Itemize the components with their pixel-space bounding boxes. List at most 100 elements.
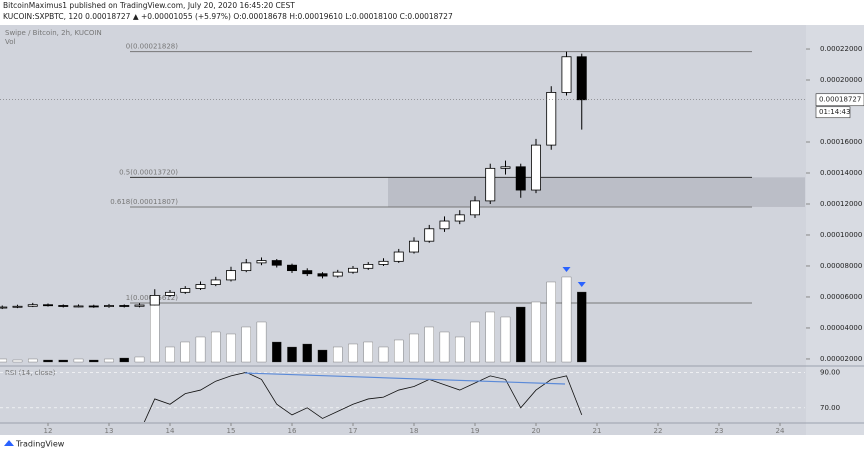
volume-bar — [12, 359, 23, 363]
symbol-line: KUCOIN:SXPBTC, 120 0.00018727 ▲ +0.00001… — [3, 12, 453, 21]
candle-body — [393, 251, 404, 262]
x-tick-label: 17 — [349, 427, 358, 435]
volume-bar — [439, 331, 450, 363]
x-tick-label: 19 — [471, 427, 480, 435]
candle-body — [195, 284, 206, 289]
x-tick-label: 24 — [776, 427, 785, 435]
candle-body — [104, 305, 114, 307]
volume-bar — [211, 331, 221, 363]
x-tick-label: 12 — [44, 427, 53, 435]
volume-bar — [394, 339, 404, 363]
volume-bar — [150, 301, 160, 363]
rsi-pane — [143, 371, 583, 422]
y-tick-label: 0.00016000 — [820, 138, 862, 146]
volume-bar — [119, 357, 129, 363]
volume-bar — [485, 311, 495, 363]
candle-body — [0, 306, 8, 309]
y-tick-label: 0.00002000 — [820, 355, 862, 363]
candle-body — [256, 260, 267, 264]
volume-bar — [226, 333, 236, 363]
y-tick-label: 0.00006000 — [820, 293, 862, 301]
candle-body — [485, 167, 496, 202]
x-tick-label: 21 — [593, 427, 602, 435]
volume-bar — [424, 326, 434, 363]
volume-bar — [546, 281, 556, 363]
divergence-line — [244, 372, 566, 385]
candle-body — [287, 264, 297, 272]
candle-body — [332, 271, 343, 277]
y-tick-label: 0.00008000 — [820, 262, 862, 270]
volume-bar — [378, 346, 389, 363]
candle-body — [241, 262, 252, 272]
volume-bar — [333, 346, 343, 363]
candle-body — [500, 166, 511, 169]
volume-bar — [272, 341, 282, 363]
candle-body — [576, 56, 587, 101]
last-price-box — [815, 93, 864, 107]
volume-bar — [409, 333, 419, 363]
volume-bar — [470, 321, 480, 363]
y-tick-label: 0.00022000 — [820, 45, 862, 53]
y-tick-label: 0.00010000 — [820, 231, 862, 239]
candle-body — [531, 144, 541, 191]
volume-bar — [0, 358, 7, 363]
rsi-legend: RSI (14, close) — [5, 369, 56, 377]
volume-bar — [455, 336, 465, 363]
volume-marker — [577, 282, 586, 287]
volume-legend: Vol — [5, 38, 16, 46]
candle-body — [73, 305, 84, 308]
candle-body — [378, 260, 389, 265]
last-price-label: 0.00018727 — [819, 96, 861, 104]
candle-body — [409, 240, 419, 253]
volume-bar — [531, 301, 541, 363]
volume-bar — [516, 306, 526, 363]
volume-bar — [241, 326, 251, 363]
fib-label: 0.5(0.00013720) — [119, 168, 178, 176]
candle-body — [12, 305, 23, 308]
candle-body — [27, 304, 38, 307]
candle-body — [302, 270, 313, 275]
publish-line: BitcoinMaximus1 published on TradingView… — [3, 1, 295, 10]
volume-bar — [302, 343, 312, 363]
candle-body — [165, 291, 175, 296]
rsi-tick-label: 70.00 — [820, 404, 840, 412]
fib-zone — [388, 177, 805, 207]
candle-body — [43, 304, 53, 307]
x-tick-label: 16 — [288, 427, 297, 435]
fib-label: 0.618(0.00011807) — [110, 198, 178, 206]
candle-body — [546, 92, 557, 146]
volume-bar — [43, 359, 53, 363]
rsi-line — [143, 371, 583, 422]
candle-body — [363, 264, 374, 269]
candle-body — [226, 270, 236, 281]
price-axis — [806, 25, 864, 435]
candle-body — [348, 267, 358, 273]
logo-icon — [4, 440, 14, 446]
volume-bar — [500, 316, 511, 363]
candle-body — [470, 200, 480, 216]
volume-bar — [89, 359, 99, 363]
volume-bar — [287, 346, 297, 363]
candle-body — [58, 305, 69, 307]
logo-text: TradingView — [15, 440, 65, 449]
candle-body — [271, 260, 282, 266]
volume-bar — [363, 341, 373, 363]
y-tick-label: 0.00004000 — [820, 324, 862, 332]
candle-body — [88, 305, 99, 308]
footer-logo: TradingView — [4, 440, 65, 449]
volume-bar — [104, 358, 114, 363]
volume-bar — [134, 356, 145, 363]
candle-body — [180, 288, 191, 293]
countdown-box — [815, 106, 851, 119]
x-tick-label: 13 — [105, 427, 114, 435]
volume-bar — [577, 291, 587, 363]
x-tick-label: 18 — [410, 427, 419, 435]
candle-body — [210, 279, 221, 285]
candle-body — [119, 305, 130, 307]
candle-body — [439, 220, 450, 230]
volume-bar — [561, 276, 572, 363]
y-tick-label: 0.00012000 — [820, 200, 862, 208]
fib-label: 0(0.00021828) — [126, 43, 178, 51]
volume-bar — [165, 346, 175, 363]
